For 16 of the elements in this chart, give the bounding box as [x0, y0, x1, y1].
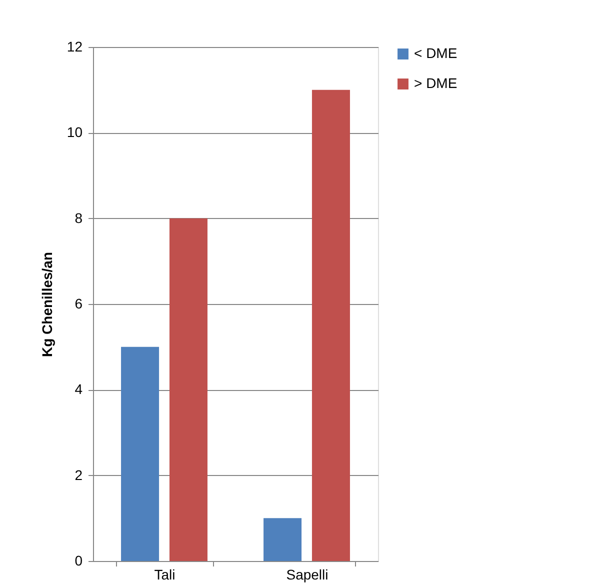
legend-label: < DME: [414, 45, 458, 61]
x-tick-label: Tali: [154, 566, 176, 582]
y-axis-title: Kg Chenilles/an: [38, 252, 55, 358]
bar: [169, 218, 208, 561]
legend-label: > DME: [414, 75, 458, 91]
y-tick-label: 2: [74, 466, 83, 483]
y-tick-label: 10: [66, 124, 83, 140]
y-tick-label: 8: [74, 210, 83, 226]
y-tick-label: 0: [74, 552, 83, 568]
y-tick-label: 4: [74, 381, 83, 398]
y-tick-label: 6: [74, 296, 83, 312]
bar: [312, 90, 350, 561]
x-tick-label: Sapelli: [286, 566, 328, 582]
bar: [264, 518, 302, 561]
y-tick-label: 12: [66, 38, 83, 54]
bar: [121, 346, 160, 561]
